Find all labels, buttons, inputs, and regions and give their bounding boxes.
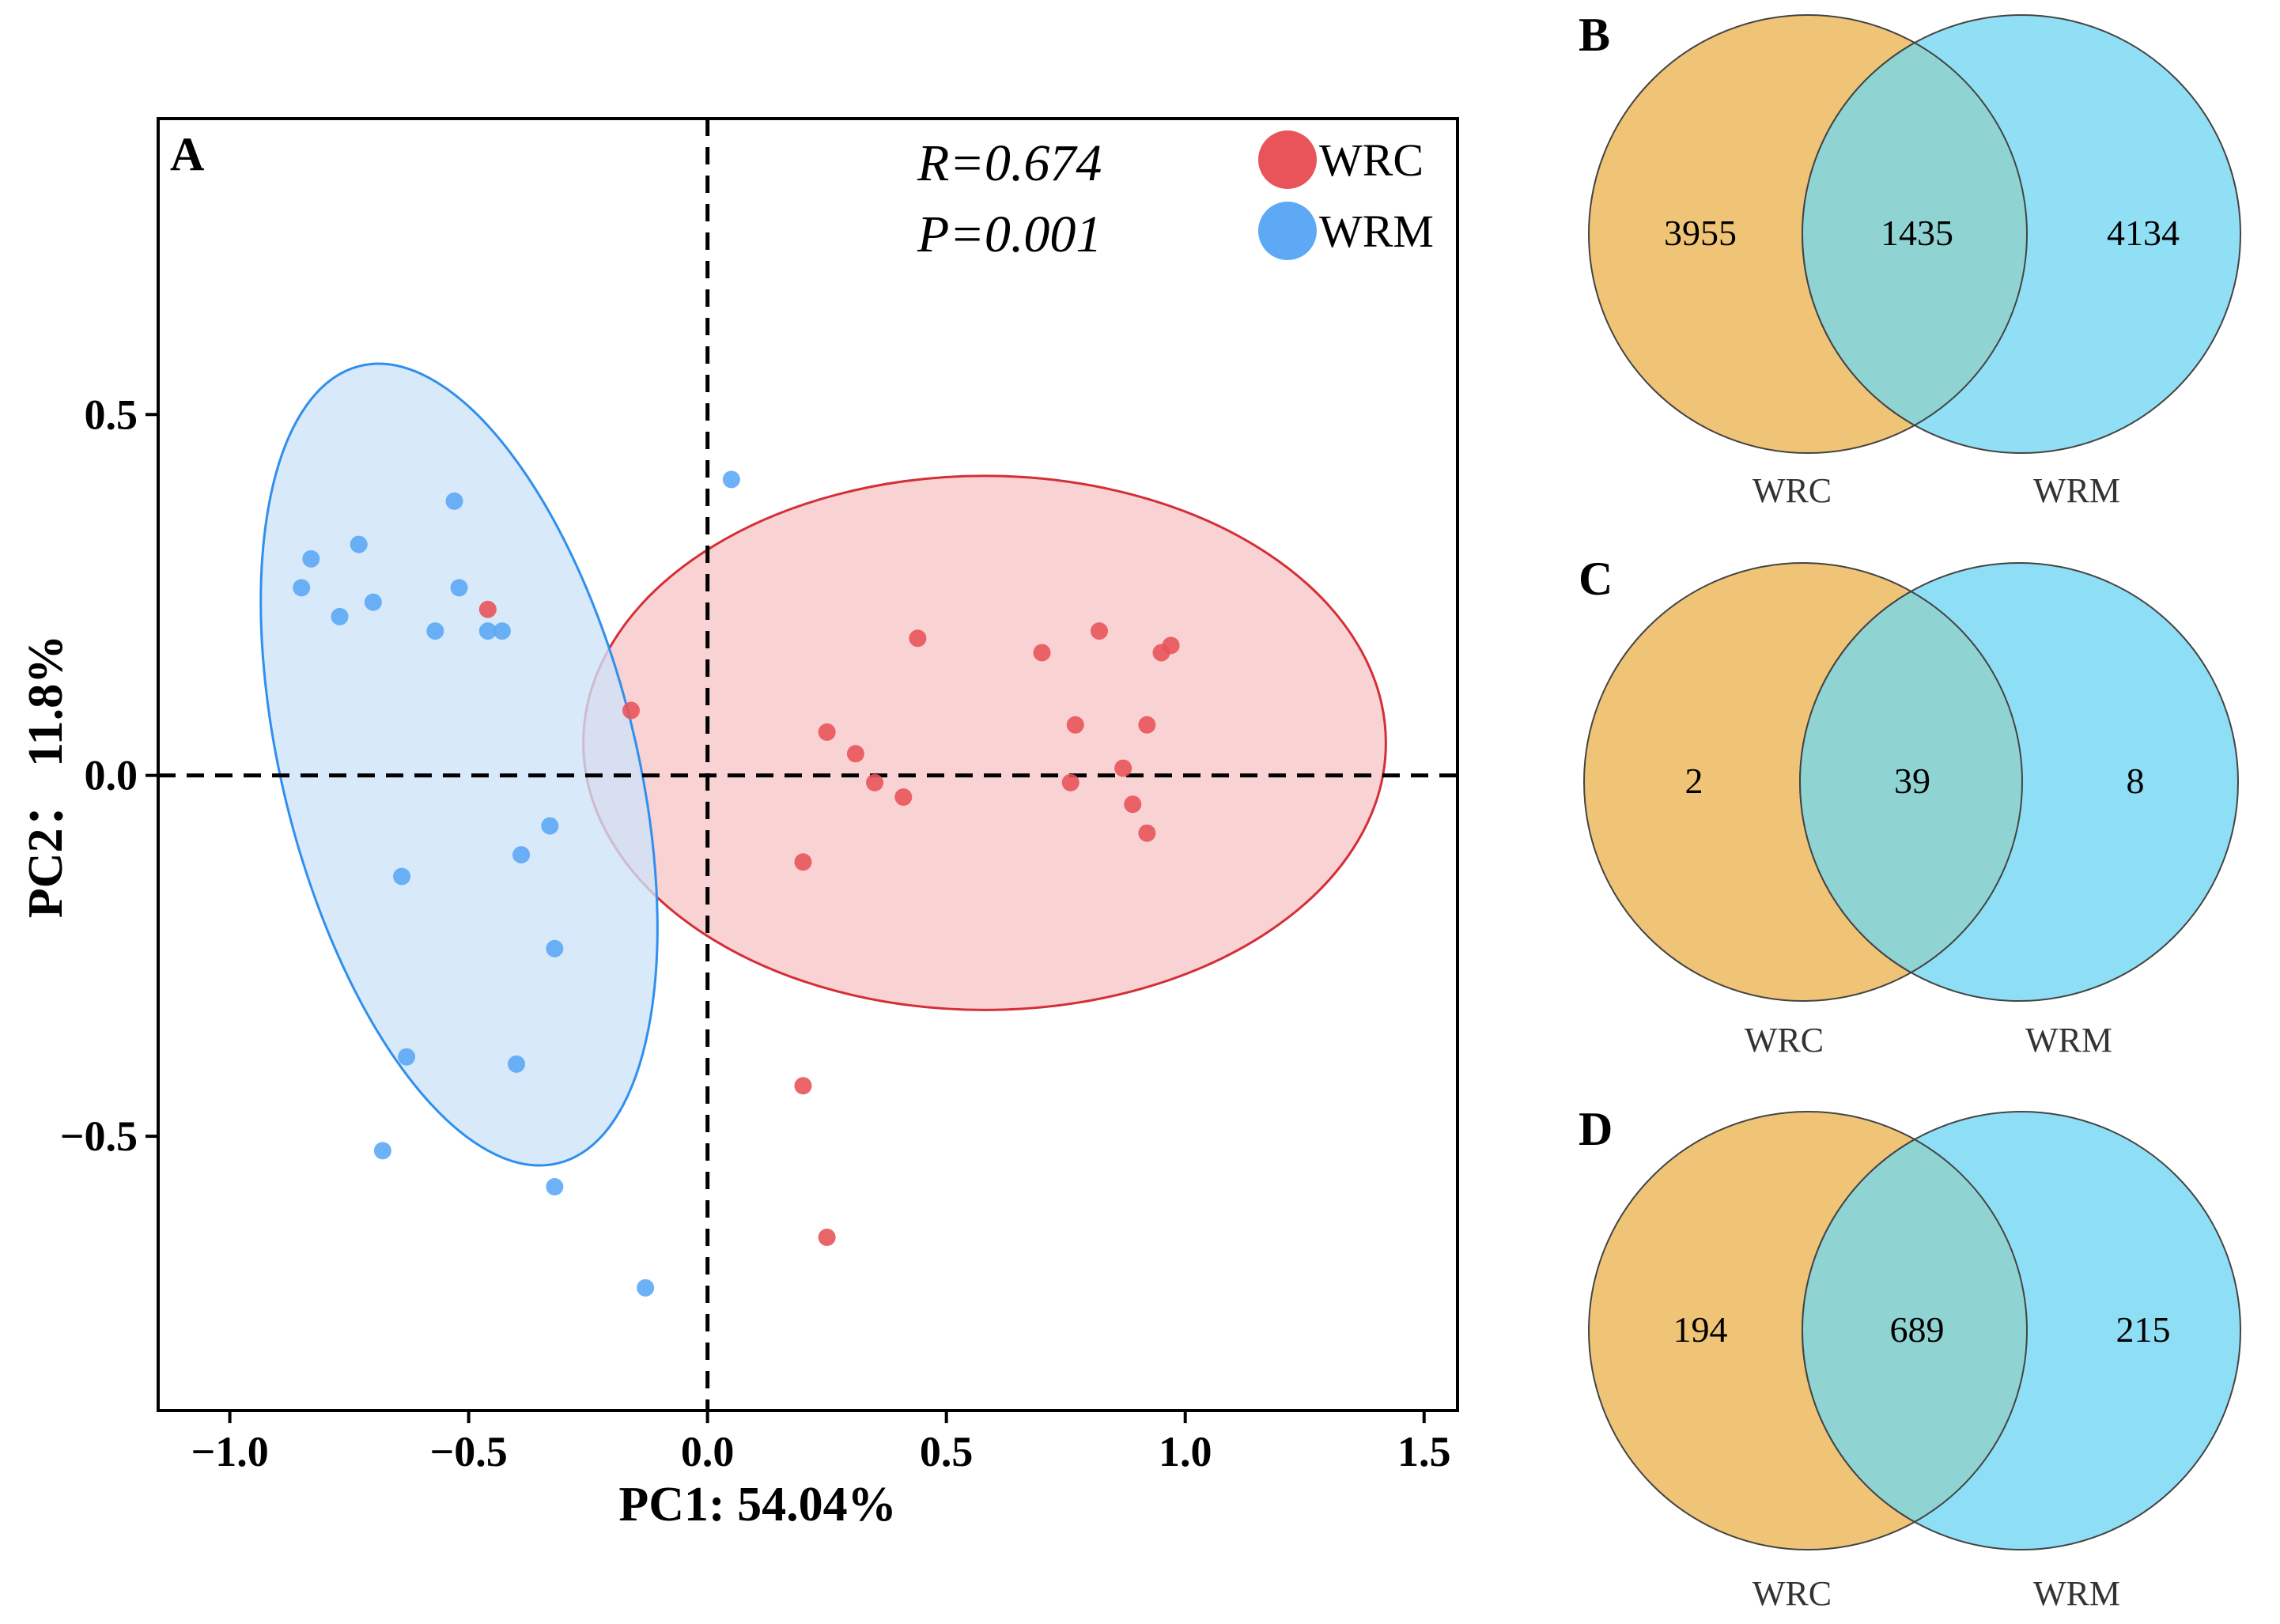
y-axis-ticks: 0.5 0.0 −0.5 — [60, 391, 158, 1160]
venn-b-wrm-only: 4134 — [2107, 213, 2180, 253]
point-wrc — [1033, 644, 1051, 662]
venn-d-shared: 689 — [1890, 1309, 1945, 1350]
point-wrm — [445, 492, 463, 510]
x-tick-label: 0.0 — [681, 1428, 735, 1475]
point-wrc — [909, 629, 927, 648]
x-tick-label: 0.5 — [920, 1428, 974, 1475]
point-wrm — [302, 550, 320, 568]
point-wrc — [794, 1077, 812, 1095]
point-wrc — [818, 723, 836, 741]
x-tick-label: −1.0 — [191, 1428, 268, 1475]
venn-c-wrm-only: 8 — [2127, 761, 2145, 801]
venn-d-label-wrm: WRM — [2033, 1574, 2120, 1613]
point-wrc — [1138, 824, 1156, 842]
y-tick-label: 0.0 — [85, 752, 138, 799]
point-wrm — [331, 607, 349, 625]
reference-lines — [158, 119, 1458, 1411]
point-wrc — [1061, 773, 1080, 791]
point-wrm — [393, 867, 411, 886]
x-axis-title: PC1: 54.04% — [618, 1478, 896, 1531]
point-wrc — [1114, 759, 1132, 777]
venn-d-wrm-only: 215 — [2116, 1309, 2171, 1350]
point-wrc — [894, 788, 913, 806]
point-wrm — [373, 1142, 391, 1160]
point-wrm — [512, 846, 531, 864]
stat-p: P=0.001 — [917, 206, 1102, 263]
point-wrm — [493, 622, 511, 640]
point-wrm — [478, 622, 497, 640]
x-tick-label: 1.5 — [1397, 1428, 1451, 1475]
point-wrm — [398, 1048, 416, 1066]
point-wrc — [1090, 622, 1108, 640]
legend-swatch-wrc — [1258, 130, 1317, 189]
point-wrm — [546, 1178, 564, 1196]
point-wrc — [478, 600, 497, 618]
point-wrm — [350, 535, 368, 553]
point-wrm — [450, 579, 468, 597]
venn-c-overlap — [1799, 590, 2023, 974]
legend-label-wrm: WRM — [1319, 206, 1434, 257]
x-axis-ticks: −1.0 −0.5 0.0 0.5 1.0 1.5 — [191, 1411, 1450, 1475]
venn-b-label-wrc: WRC — [1753, 471, 1832, 510]
venn-c-wrc-only: 2 — [1685, 761, 1703, 801]
data-points — [293, 470, 1180, 1297]
venn-d-overlap — [1802, 1138, 2028, 1524]
panel-letter-d: D — [1579, 1103, 1613, 1155]
point-wrc — [846, 745, 864, 763]
y-axis-title: PC2： 11.8% — [19, 635, 73, 918]
legend-swatch-wrm — [1258, 202, 1317, 260]
point-wrm — [364, 593, 382, 611]
legend: WRC WRM — [1258, 130, 1434, 260]
ellipse-wrm — [259, 362, 659, 1167]
venn-panel-c: C WRC WRM 2 39 8 — [1579, 553, 2239, 1059]
point-wrm — [637, 1278, 655, 1297]
venn-d-wrc-only: 194 — [1673, 1309, 1728, 1350]
pcoa-panel: −1.0 −0.5 0.0 0.5 1.0 1.5 0.5 0.0 −0.5 A R=0.67… — [19, 117, 1459, 1531]
panel-letter-a: A — [170, 128, 204, 180]
panel-letter-b: B — [1579, 9, 1610, 61]
point-wrm — [546, 939, 564, 957]
x-tick-label: 1.0 — [1159, 1428, 1212, 1475]
point-wrc — [622, 701, 641, 719]
point-wrm — [541, 817, 559, 835]
venn-panel-d: D WRC WRM 194 689 215 — [1579, 1103, 2241, 1613]
point-wrc — [1066, 716, 1084, 734]
point-wrc — [1162, 636, 1180, 655]
point-wrc — [866, 773, 884, 791]
venn-b-wrc-only: 3955 — [1664, 213, 1737, 253]
venn-b-overlap — [1802, 41, 2028, 427]
point-wrc — [1138, 716, 1156, 734]
point-wrm — [508, 1055, 526, 1073]
plot-frame — [157, 117, 1459, 1412]
point-wrm — [426, 622, 444, 640]
venn-c-label-wrm: WRM — [2025, 1021, 2112, 1059]
point-wrc — [794, 853, 812, 871]
stat-r: R=0.674 — [917, 134, 1102, 192]
point-wrm — [722, 470, 740, 489]
legend-label-wrc: WRC — [1319, 134, 1424, 186]
venn-d-label-wrc: WRC — [1753, 1574, 1832, 1613]
point-wrc — [818, 1228, 836, 1246]
point-wrm — [293, 579, 311, 597]
y-tick-label: 0.5 — [85, 391, 138, 438]
point-wrc — [1124, 795, 1142, 814]
venn-panel-b: B WRC WRM 3955 1435 4134 — [1579, 9, 2241, 510]
y-tick-label: −0.5 — [60, 1112, 138, 1160]
venn-b-label-wrm: WRM — [2033, 471, 2120, 510]
ellipse-wrc — [582, 474, 1387, 1011]
x-tick-label: −0.5 — [429, 1428, 507, 1475]
panel-letter-c: C — [1579, 553, 1613, 605]
venn-c-shared: 39 — [1894, 761, 1930, 801]
group-ellipses — [259, 362, 1387, 1167]
venn-b-shared: 1435 — [1881, 213, 1953, 253]
venn-c-label-wrc: WRC — [1745, 1021, 1824, 1059]
